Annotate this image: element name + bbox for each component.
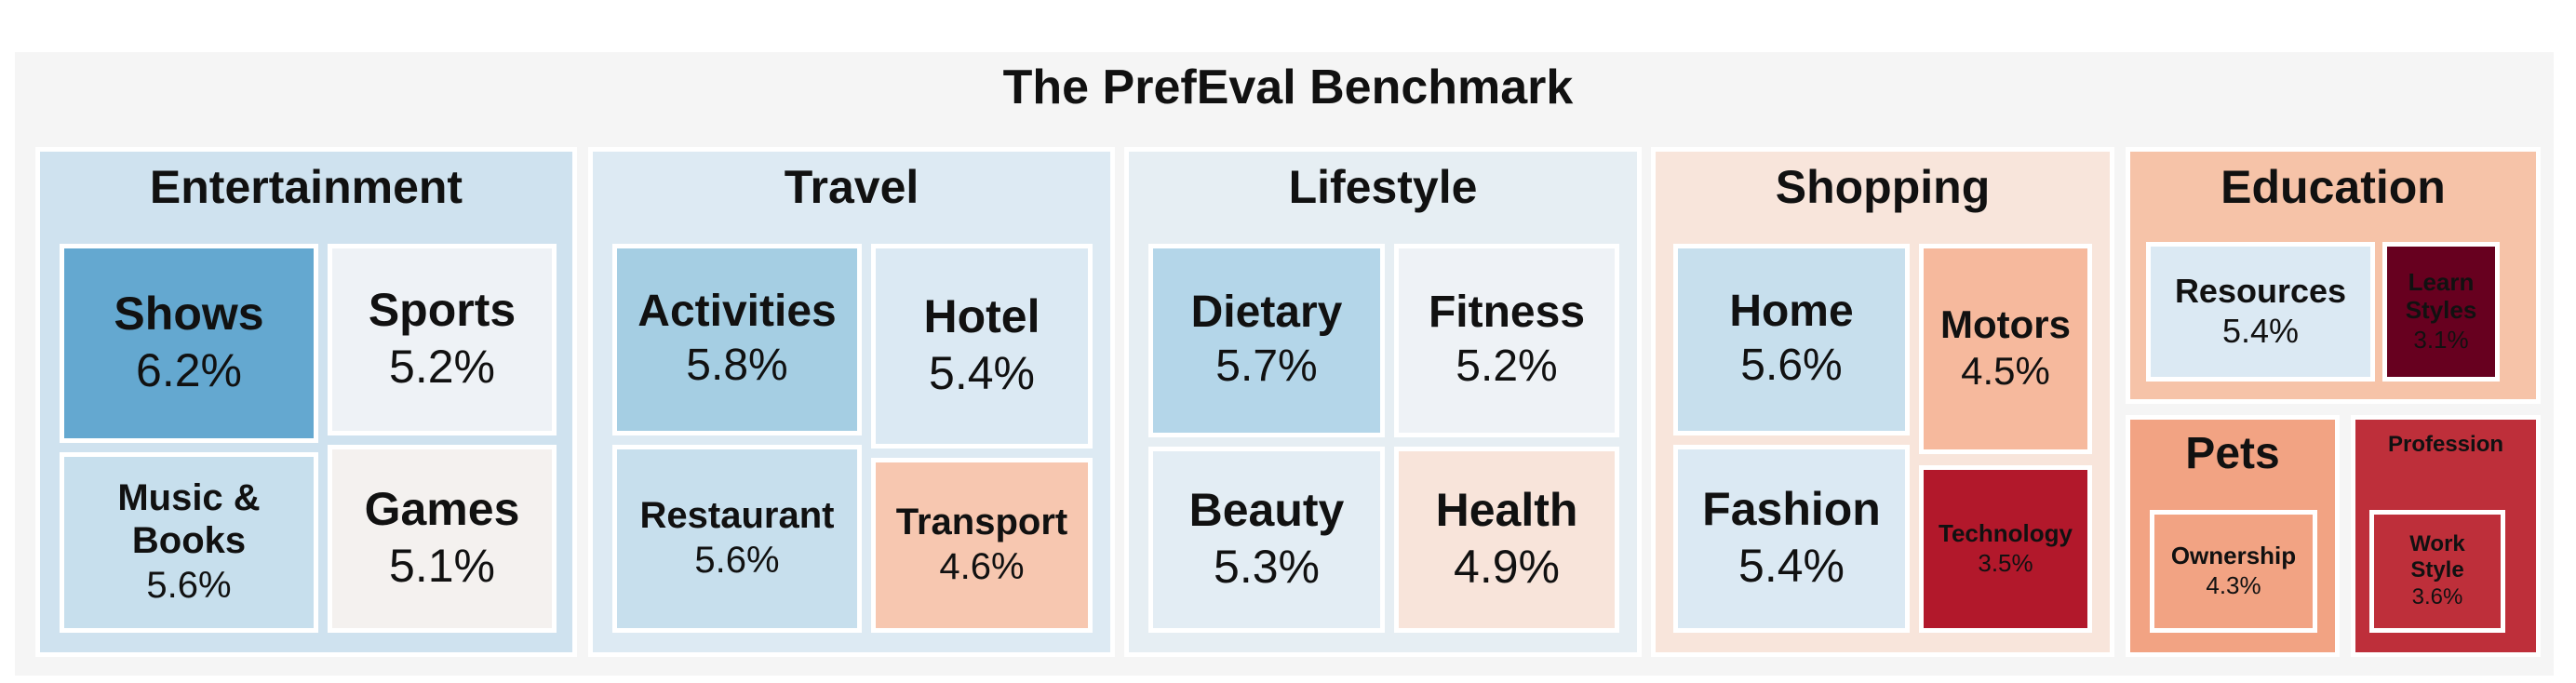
group-label-pets: Pets	[2185, 429, 2280, 478]
tile-restaurant: Restaurant 5.6%	[612, 445, 862, 633]
group-label-profession: Profession	[2387, 432, 2504, 457]
tile-name-home: Home	[1729, 287, 1854, 337]
tile-name-technology: Technology	[1939, 518, 2073, 547]
tile-motors: Motors 4.5%	[1919, 244, 2092, 454]
tile-value-games: 5.1%	[389, 539, 495, 592]
tile-value-resources: 5.4%	[2221, 312, 2300, 351]
tile-name-beauty: Beauty	[1188, 484, 1345, 536]
tile-value-motors: 4.5%	[1961, 348, 2050, 393]
tile-health: Health 4.9%	[1394, 447, 1619, 633]
tile-value-fitness: 5.2%	[1456, 341, 1558, 391]
tile-name-health: Health	[1435, 484, 1578, 536]
group-label-shopping: Shopping	[1775, 161, 1991, 213]
tile-value-ownership: 4.3%	[2206, 570, 2261, 599]
tile-sports: Sports 5.2%	[328, 244, 557, 435]
tile-name-hotel: Hotel	[923, 290, 1040, 342]
tile-value-sports: 5.2%	[389, 340, 495, 393]
tile-value-health: 4.9%	[1454, 540, 1560, 593]
tile-transport: Transport 4.6%	[871, 458, 1093, 633]
tile-value-beauty: 5.3%	[1214, 540, 1320, 593]
tile-value-shows: 6.2%	[136, 343, 242, 396]
tile-resources: Resources 5.4%	[2146, 242, 2375, 382]
chart-title: The PrefEval Benchmark	[1002, 60, 1574, 114]
tile-value-dietary: 5.7%	[1215, 341, 1318, 391]
tile-shows: Shows 6.2%	[60, 244, 318, 443]
tile-value-activities: 5.8%	[686, 340, 788, 390]
tile-name-sports: Sports	[368, 284, 517, 336]
tile-name-transport: Transport	[895, 502, 1068, 542]
tile-home: Home 5.6%	[1673, 244, 1910, 435]
tile-name-ownership: Ownership	[2170, 541, 2297, 569]
group-label-entertainment: Entertainment	[149, 161, 463, 213]
tile-value-transport: 4.6%	[939, 546, 1025, 587]
tile-value-music-books: 5.6%	[146, 565, 232, 606]
tile-beauty: Beauty 5.3%	[1148, 447, 1385, 633]
tile-music-books: Music & Books 5.6%	[60, 452, 318, 633]
tile-name-resources: Resources	[2174, 271, 2347, 310]
tile-work-style: Work Style 3.6%	[2369, 510, 2505, 633]
tile-technology: Technology 3.5%	[1919, 465, 2092, 633]
tile-learn-styles: Learn Styles 3.1%	[2382, 242, 2500, 382]
tile-name-dietary: Dietary	[1190, 288, 1343, 338]
group-label-lifestyle: Lifestyle	[1288, 161, 1478, 213]
tile-value-fashion: 5.4%	[1738, 539, 1845, 592]
tile-value-technology: 3.5%	[1978, 548, 2033, 577]
tile-value-hotel: 5.4%	[929, 346, 1035, 399]
tile-name-learn-styles: Learn Styles	[2405, 267, 2477, 324]
group-label-education: Education	[2220, 161, 2446, 213]
group-label-travel: Travel	[784, 161, 919, 213]
tile-name-shows: Shows	[114, 288, 264, 340]
tile-value-home: 5.6%	[1740, 340, 1843, 390]
tile-name-work-style: Work Style	[2409, 531, 2465, 583]
tile-name-fitness: Fitness	[1428, 288, 1586, 338]
tile-fashion: Fashion 5.4%	[1673, 445, 1910, 633]
tile-hotel: Hotel 5.4%	[871, 244, 1093, 449]
tile-name-fashion: Fashion	[1702, 483, 1881, 535]
tile-value-work-style: 3.6%	[2411, 583, 2463, 609]
tile-name-music-books: Music & Books	[117, 477, 261, 561]
tile-fitness: Fitness 5.2%	[1394, 244, 1619, 437]
tile-name-games: Games	[364, 483, 520, 535]
tile-value-restaurant: 5.6%	[694, 540, 780, 581]
tile-dietary: Dietary 5.7%	[1148, 244, 1385, 437]
tile-activities: Activities 5.8%	[612, 244, 862, 435]
tile-name-activities: Activities	[637, 287, 837, 337]
tile-name-motors: Motors	[1940, 301, 2071, 346]
tile-value-learn-styles: 3.1%	[2413, 325, 2469, 354]
tile-games: Games 5.1%	[328, 445, 557, 633]
tile-ownership: Ownership 4.3%	[2150, 510, 2317, 633]
tile-name-restaurant: Restaurant	[639, 495, 835, 536]
